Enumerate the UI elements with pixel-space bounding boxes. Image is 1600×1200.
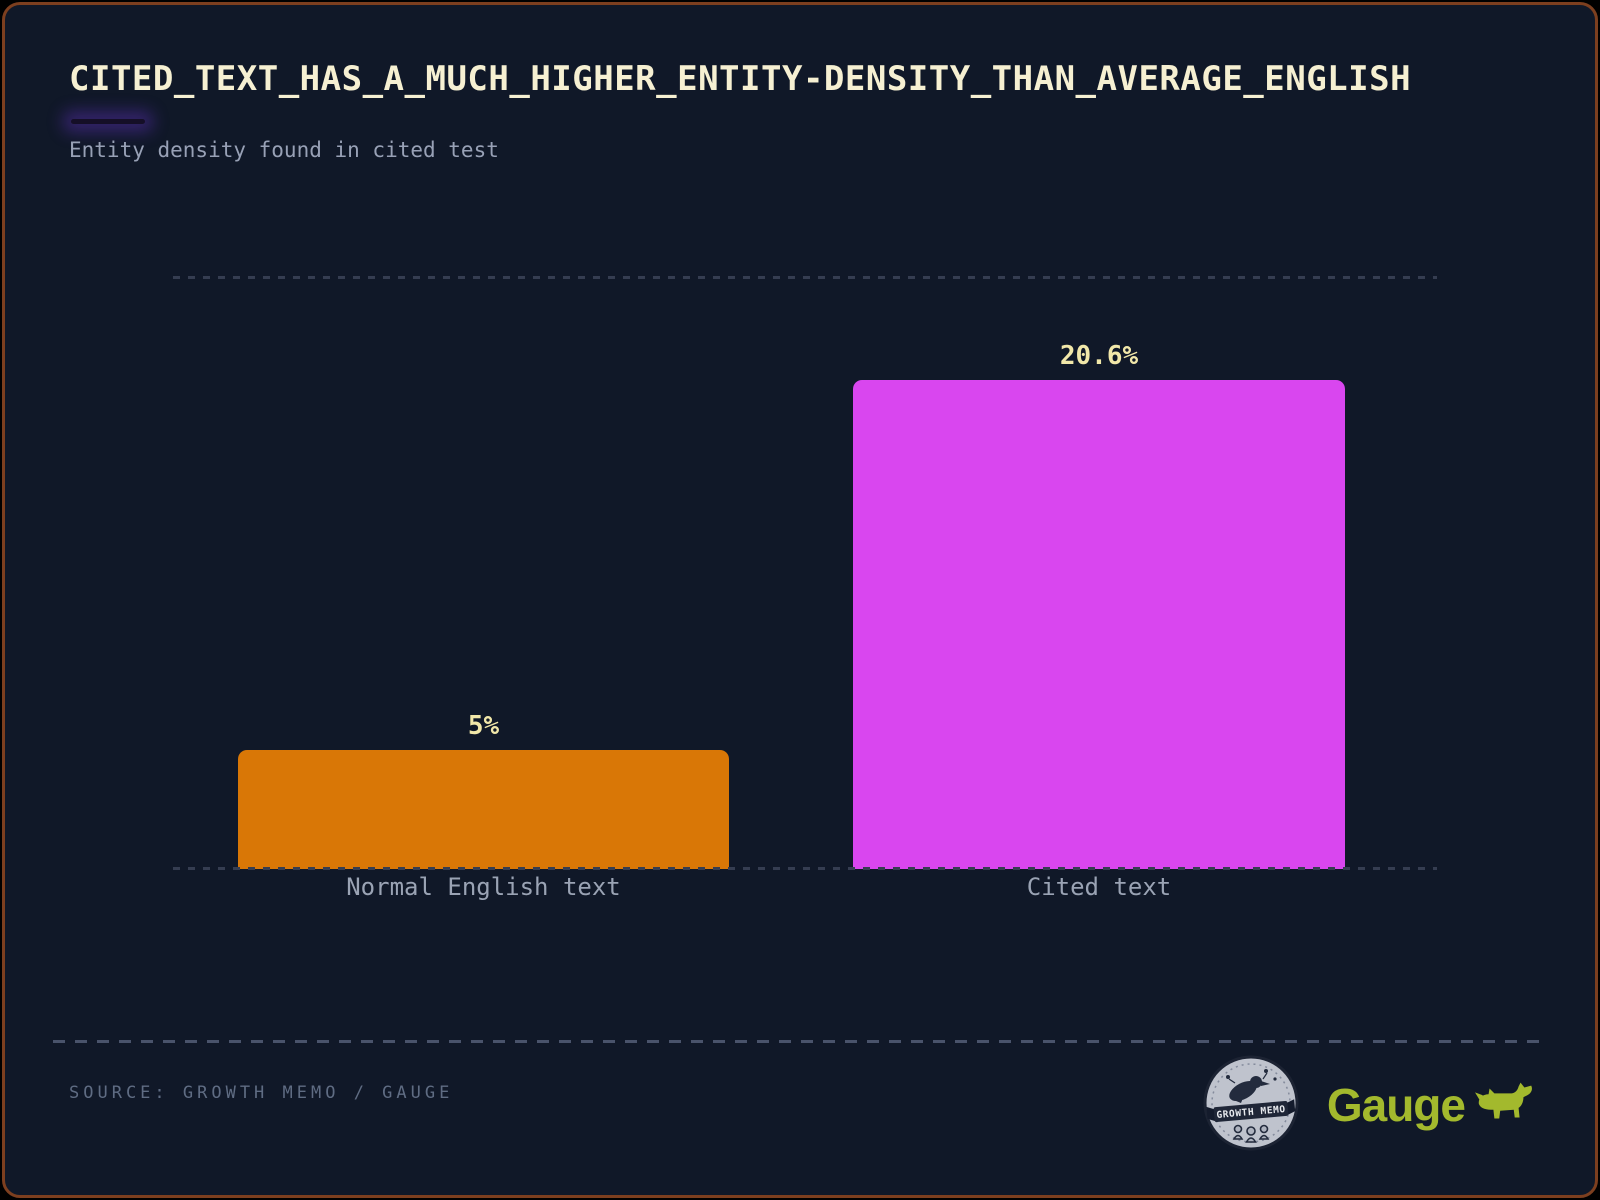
source-text: SOURCE: GROWTH MEMO / GAUGE [69,1083,454,1103]
title-accent-underline [71,119,145,124]
bar-group-normal-english: 5% [238,276,729,869]
bar-group-cited-text: 20.6% [853,276,1345,869]
footer-divider [53,1040,1547,1043]
gridline-25pct [173,276,1437,279]
dog-icon [1475,1080,1537,1130]
x-axis-label-cited: Cited text [1026,873,1172,901]
gauge-wordmark: Gauge [1326,1079,1466,1131]
x-axis-baseline [173,867,1437,870]
growth-memo-badge-icon: GROWTH MEMO [1201,1053,1301,1157]
gauge-logo: Gauge [1327,1078,1537,1132]
bar-value-label-cited: 20.6% [1059,341,1139,372]
chart-subtitle: Entity density found in cited test [69,138,499,162]
footer-logos: GROWTH MEMO Gauge [1201,1053,1537,1157]
bar-cited-text [853,380,1345,869]
bar-normal-english [238,750,729,869]
x-axis-label-normal: Normal English text [346,873,621,901]
bar-value-label-normal: 5% [467,711,500,742]
chart-title: CITED_TEXT_HAS_A_MUCH_HIGHER_ENTITY-DENS… [69,59,1412,99]
